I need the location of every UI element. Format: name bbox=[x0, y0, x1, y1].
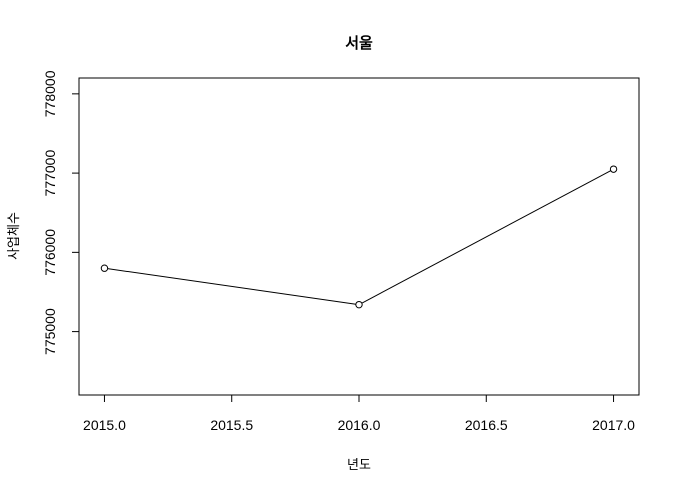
data-point bbox=[355, 300, 363, 309]
y-axis-title: 사업체수 bbox=[7, 212, 22, 260]
x-tick-label: 2016.5 bbox=[465, 417, 508, 433]
y-tick-label: 776000 bbox=[42, 229, 58, 276]
y-axis: 775000 776000 777000 778000 bbox=[42, 70, 80, 355]
series-line-group bbox=[100, 165, 618, 309]
y-tick-label: 778000 bbox=[42, 70, 58, 117]
x-tick-label: 2017.0 bbox=[592, 417, 635, 433]
x-axis: 2015.0 2015.5 2016.0 2016.5 2017.0 bbox=[83, 394, 635, 433]
data-point bbox=[609, 165, 618, 173]
series-segment bbox=[361, 170, 611, 304]
plot-frame bbox=[78, 77, 640, 396]
x-axis-title: 년도 bbox=[347, 458, 371, 473]
y-tick-label: 775000 bbox=[42, 308, 58, 355]
data-point bbox=[100, 264, 109, 272]
x-tick-label: 2015.0 bbox=[83, 417, 126, 433]
y-tick-label: 777000 bbox=[42, 150, 58, 197]
chart-title: 서울 bbox=[345, 34, 373, 52]
x-tick-label: 2015.5 bbox=[210, 417, 253, 433]
x-tick-label: 2016.0 bbox=[338, 417, 381, 433]
series-segment bbox=[107, 268, 356, 305]
